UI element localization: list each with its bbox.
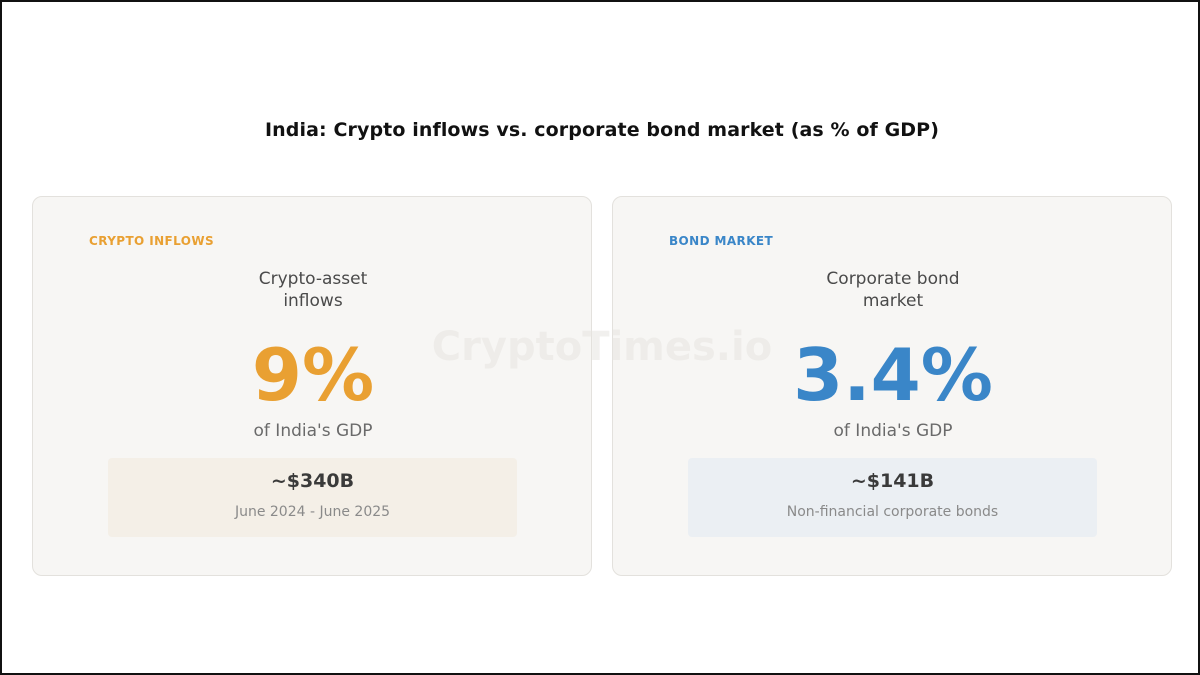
amount-box: ~$340B June 2024 - June 2025 (108, 458, 517, 537)
amount-box: ~$141B Non-financial corporate bonds (688, 458, 1097, 537)
card-subtitle: Crypto-asset inflows (33, 268, 593, 312)
card-tag: BOND MARKET (669, 234, 774, 248)
card-subtitle: Corporate bond market (613, 268, 1173, 312)
card-subtitle-line-2: market (862, 291, 924, 311)
chart-title: India: Crypto inflows vs. corporate bond… (265, 119, 939, 141)
amount-note: June 2024 - June 2025 (234, 504, 391, 520)
amount-value: ~$340B (270, 470, 355, 492)
crypto-inflows-card: CRYPTO INFLOWS Crypto-asset inflows 9% o… (32, 196, 592, 576)
card-subtitle-line-2: inflows (283, 291, 343, 311)
big-percentage-value: 3.4% (793, 333, 993, 417)
amount-value: ~$141B (850, 470, 935, 492)
gdp-caption: of India's GDP (253, 421, 373, 441)
card-subtitle-line-1: Crypto-asset (258, 269, 368, 289)
card-tag: CRYPTO INFLOWS (89, 234, 215, 248)
amount-note: Non-financial corporate bonds (786, 504, 999, 520)
card-subtitle-line-1: Corporate bond (826, 269, 960, 289)
bond-market-card: BOND MARKET Corporate bond market 3.4% o… (612, 196, 1172, 576)
gdp-caption: of India's GDP (833, 421, 953, 441)
big-percentage-value: 9% (251, 333, 375, 417)
